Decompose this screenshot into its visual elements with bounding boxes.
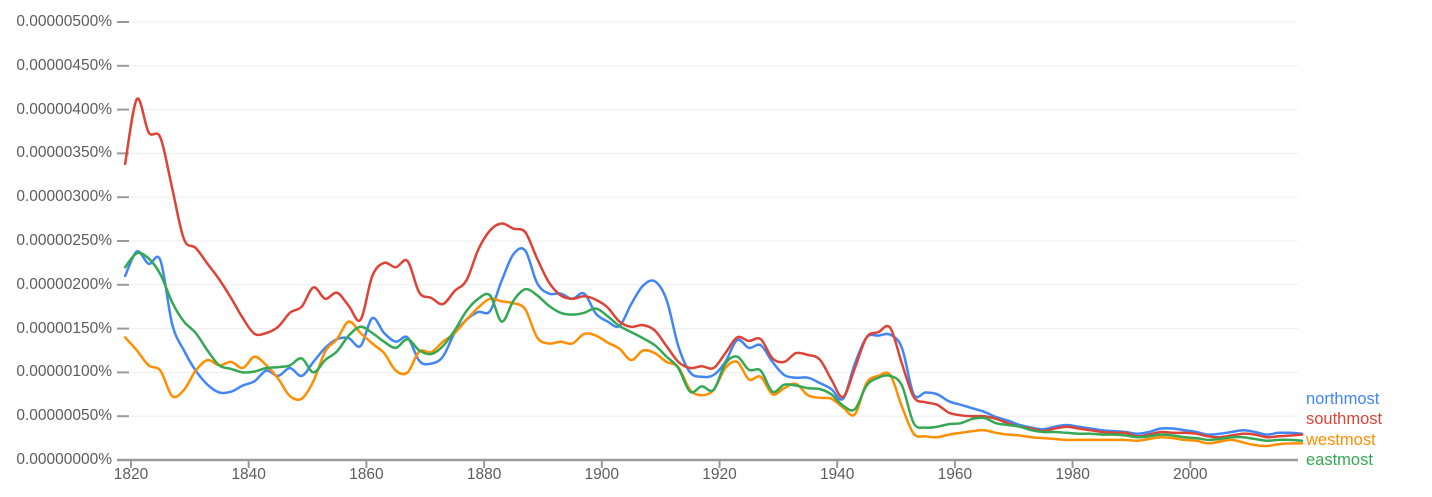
x-tick-label: 1880 <box>466 466 502 483</box>
series-line-northmost[interactable] <box>123 247 1304 436</box>
x-tick-label: 2000 <box>1173 466 1208 483</box>
series-line-eastmost[interactable] <box>123 251 1304 442</box>
x-tick-label: 1840 <box>231 466 266 483</box>
y-tick-label: 0.00000150% <box>16 319 112 337</box>
x-tick-label: 1820 <box>113 466 149 483</box>
legend-item-westmost[interactable]: westmost <box>1306 430 1376 449</box>
x-tick-label: 1920 <box>702 466 737 483</box>
y-tick-label: 0.00000250% <box>16 232 112 249</box>
y-tick-label: 0.00000200% <box>16 275 112 293</box>
y-tick-label: 0.00000500% <box>16 13 112 30</box>
y-tick-label: 0.00000450% <box>16 56 112 74</box>
y-tick-label: 0.00000000% <box>16 451 112 468</box>
x-tick-label: 1900 <box>584 466 620 483</box>
x-tick-label: 1960 <box>937 466 973 483</box>
x-tick-label: 1860 <box>349 466 384 483</box>
x-tick-label: 1940 <box>819 466 855 483</box>
x-tick-label: 1980 <box>1055 466 1090 483</box>
y-tick-label: 0.00000100% <box>16 363 112 381</box>
legend: northmost southmost westmost eastmost <box>1306 389 1382 471</box>
legend-item-eastmost[interactable]: eastmost <box>1306 451 1373 470</box>
series-line-southmost[interactable] <box>123 97 1304 439</box>
legend-item-southmost[interactable]: southmost <box>1306 410 1383 429</box>
y-tick-label: 0.00000400% <box>16 100 112 118</box>
legend-item-northmost[interactable]: northmost <box>1306 390 1380 408</box>
y-tick-label: 0.00000300% <box>16 188 112 206</box>
y-tick-label: 0.00000050% <box>16 407 112 425</box>
y-tick-label: 0.00000350% <box>16 144 112 162</box>
